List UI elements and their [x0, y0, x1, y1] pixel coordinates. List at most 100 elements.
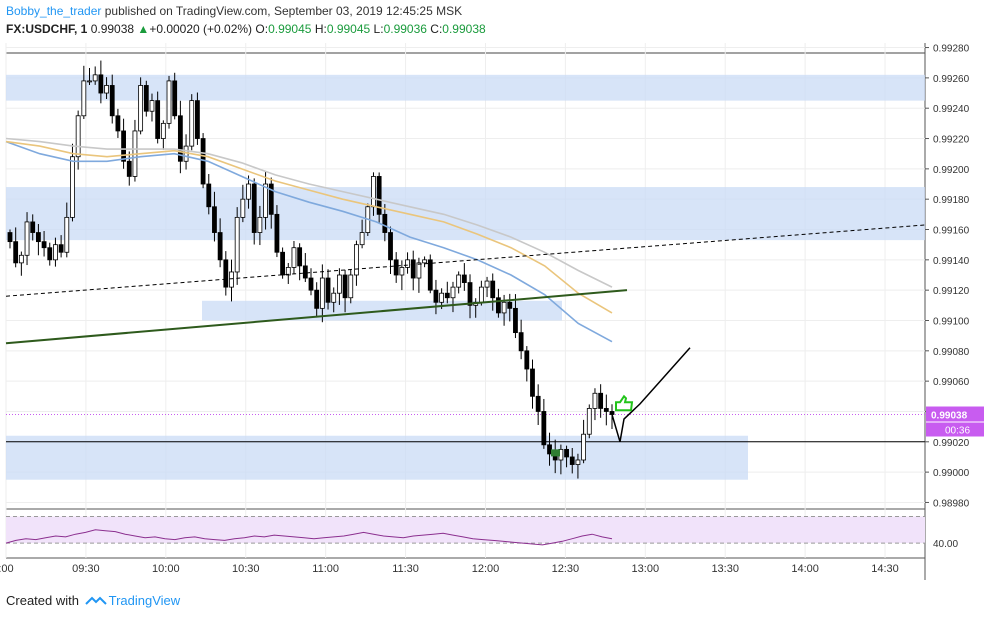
candle-body	[212, 206, 217, 233]
candle-body	[598, 392, 604, 409]
candle-body	[507, 301, 513, 309]
candle-body	[13, 241, 19, 264]
time-tick-label: 11:30	[392, 563, 419, 575]
price-zone	[6, 435, 748, 480]
candle-body	[535, 395, 541, 412]
close-value: 0.99038	[442, 22, 486, 36]
candle-body	[251, 183, 257, 233]
candle-body	[581, 433, 587, 461]
candle-body	[496, 297, 501, 314]
candle-body	[155, 100, 161, 139]
candle-body	[206, 183, 212, 208]
change-up-icon: ▲	[137, 22, 150, 36]
candle-body	[376, 176, 382, 215]
rsi-line	[5, 529, 613, 546]
candle-body	[58, 244, 64, 253]
price-tick-label: 0.99260	[933, 74, 970, 85]
candle-body	[541, 411, 547, 446]
candle-body	[104, 85, 109, 94]
low-value: 0.99036	[383, 22, 427, 36]
candle-body	[18, 254, 24, 264]
candle-body	[399, 267, 405, 276]
candle-body	[149, 100, 155, 112]
publish-info: published on TradingView.com, September …	[104, 4, 463, 18]
candle-body	[592, 392, 598, 409]
time-tick-label: 14:30	[871, 563, 899, 575]
author-name[interactable]: Bobby_the_trader	[6, 4, 102, 18]
moving-average-line	[5, 137, 613, 288]
candle-body	[513, 307, 518, 334]
candle-body	[246, 183, 251, 200]
candle-body	[81, 80, 87, 117]
candle-body	[177, 115, 183, 162]
candle-body	[24, 221, 30, 256]
change-value: +0.00020 (+0.02%)	[149, 22, 253, 36]
candle-body	[302, 265, 308, 279]
time-tick-label: 14:00	[791, 563, 819, 575]
candle-body	[195, 100, 200, 139]
price-zone	[6, 187, 925, 241]
candle-body	[609, 411, 615, 415]
candle-body	[467, 282, 473, 306]
moving-average-line	[5, 140, 613, 343]
low-label: L:	[373, 22, 384, 36]
candle-body	[308, 277, 314, 291]
candle-body	[314, 289, 320, 309]
candle-body	[478, 286, 484, 303]
candle-body	[166, 80, 172, 124]
rsi-axis-label: 40.00	[933, 539, 958, 550]
price-tick-label: 0.99200	[933, 165, 970, 176]
price-tick-label: 0.99220	[933, 135, 970, 146]
candle-body	[484, 280, 490, 288]
created-with-label: Created with	[6, 593, 79, 608]
candle-body	[524, 350, 530, 370]
candle-body	[257, 216, 263, 233]
candle-body	[274, 213, 280, 253]
symbol-info-bar: FX:USDCHF, 1 0.99038 ▲+0.00020 (+0.02%) …	[6, 22, 486, 36]
candle-body	[331, 292, 337, 303]
projection-path	[611, 347, 691, 443]
candle-body	[92, 74, 98, 82]
candle-body	[285, 267, 291, 276]
time-tick-label: 12:30	[552, 563, 580, 575]
open-value: 0.99045	[268, 22, 312, 36]
last-price-label: 0.99038	[931, 411, 968, 422]
candle-body	[229, 271, 234, 288]
time-tick-label: 10:30	[232, 563, 260, 575]
candles	[7, 60, 615, 479]
candle-body	[371, 176, 376, 208]
entry-marker	[551, 449, 560, 457]
candle-body	[456, 274, 462, 288]
tradingview-brand[interactable]: TradingView	[108, 593, 181, 608]
candle-body	[47, 247, 53, 261]
candle-body	[518, 332, 524, 352]
price-tick-label: 0.99060	[933, 377, 970, 388]
moving-average-line	[5, 140, 613, 314]
candle-body	[603, 408, 609, 412]
candle-body	[7, 232, 13, 243]
last-price-badge	[926, 406, 984, 422]
candle-body	[143, 85, 149, 112]
price-tick-label: 0.99140	[933, 256, 970, 267]
candle-body	[172, 80, 178, 117]
candle-body	[70, 156, 75, 218]
candle-body	[268, 183, 274, 215]
rsi-band	[6, 516, 925, 544]
candle-body	[64, 216, 70, 253]
time-tick-label: 09:30	[72, 563, 100, 575]
candle-body	[138, 85, 144, 132]
candle-body	[121, 130, 126, 162]
candle-body	[575, 459, 581, 465]
price-tick-label: 0.99000	[933, 468, 970, 479]
candle-body	[109, 85, 115, 117]
green-trendline	[5, 289, 628, 345]
candle-body	[189, 100, 195, 147]
candle-body	[382, 213, 388, 233]
price-tick-label: 0.99100	[933, 316, 970, 327]
candle-body	[217, 232, 223, 261]
price-zone	[6, 74, 925, 101]
price-tick-label: 0.99020	[933, 438, 970, 449]
candle-body	[342, 274, 348, 299]
candle-body	[569, 456, 575, 465]
